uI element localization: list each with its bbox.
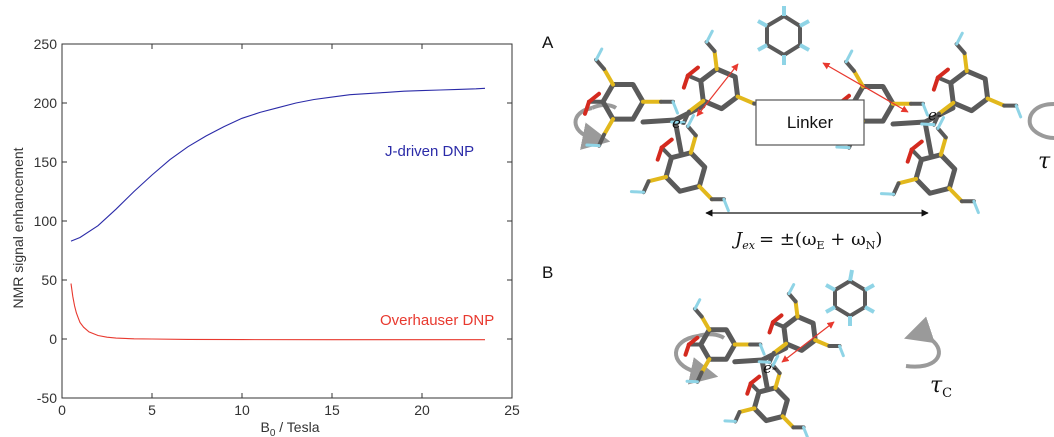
y-tick-label: 100	[34, 213, 58, 229]
series-label-overhauser: Overhauser DNP	[380, 312, 494, 329]
correlation-time-label-b: τC	[930, 373, 952, 401]
x-tick-label: 5	[148, 402, 156, 418]
linker-label: Linker	[787, 113, 834, 132]
panel-label-b: B	[542, 263, 553, 282]
rotation-arrow-b-right-icon	[904, 316, 941, 369]
jdnp-diagram: A B Linker e- e- Jex = ±(ωE + ωN) τ	[542, 6, 1054, 437]
overhauser-dnp-line	[70, 283, 485, 341]
x-tick-label: 0	[58, 402, 66, 418]
interaction-arrow-right	[822, 62, 909, 113]
y-tick-label: 250	[34, 36, 58, 52]
panel-label-a: A	[542, 33, 554, 52]
x-tick-label: 25	[504, 402, 520, 418]
rotation-arrow-b-left-icon	[674, 332, 726, 385]
x-tick-label: 15	[324, 402, 340, 418]
electron-label-left: e-	[672, 114, 686, 132]
series-label-j-driven: J-driven DNP	[385, 143, 474, 160]
y-axis-label: NMR signal enhancement	[10, 147, 26, 308]
rotation-arrow-right-icon	[1027, 102, 1054, 140]
x-tick-label: 20	[414, 402, 430, 418]
electron-label-right: e-	[928, 106, 942, 124]
x-tick-label: 10	[234, 402, 250, 418]
plot-area	[61, 43, 513, 399]
y-tick-label: 50	[41, 272, 57, 288]
interaction-arrow-b	[781, 321, 835, 363]
y-tick-label: 150	[34, 154, 58, 170]
y-tick-label: -50	[37, 390, 57, 406]
solvent-molecule-icon	[757, 6, 810, 65]
y-tick-label: 0	[49, 331, 57, 347]
y-tick-label: 200	[34, 95, 58, 111]
electron-label-b: e-	[763, 359, 777, 377]
x-axis-label: B0 / Tesla	[260, 419, 319, 437]
exchange-coupling-formula: Jex = ±(ωE + ωN)	[731, 229, 882, 252]
solvent-molecule-b-icon	[825, 269, 875, 326]
correlation-time-label-a: τ	[1038, 149, 1051, 174]
interaction-arrow-left	[696, 63, 739, 117]
j-driven-dnp-line	[70, 87, 486, 242]
